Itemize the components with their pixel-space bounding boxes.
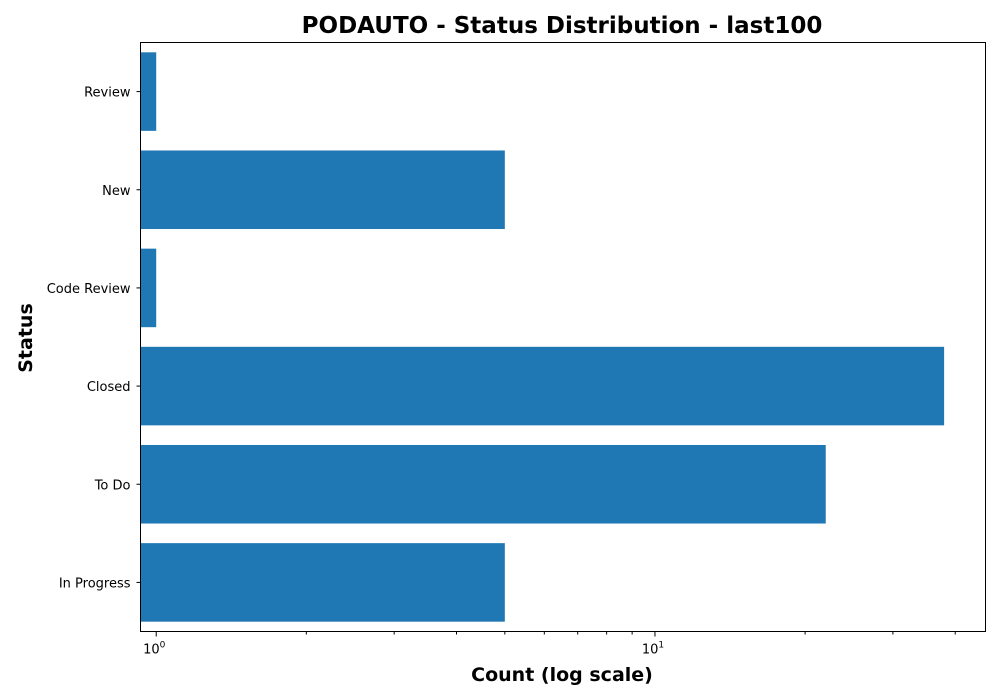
y-tick-label: New — [102, 184, 131, 199]
bar-code-review — [140, 248, 157, 328]
bar-in-progress — [140, 543, 505, 622]
chart-title: PODAUTO - Status Distribution - last100 — [302, 13, 823, 39]
bars-group — [140, 52, 945, 622]
y-tick-label: To Do — [94, 478, 131, 493]
y-tick-label: Closed — [87, 380, 131, 395]
x-axis-ticks: 100 101 — [143, 631, 956, 658]
y-axis-ticks: In Progress To Do Closed Code Review New Revi… — [47, 86, 141, 591]
bar-closed — [140, 346, 945, 426]
bar-to-do — [140, 444, 826, 524]
y-tick-label: In Progress — [59, 576, 131, 591]
y-tick-label: Code Review — [47, 282, 131, 297]
bar-review — [140, 52, 157, 131]
x-tick-label: 100 — [143, 641, 166, 658]
plot-frame — [140, 42, 986, 632]
y-axis-label: Status — [15, 303, 37, 373]
x-tick-label: 101 — [642, 641, 664, 658]
bar-new — [140, 150, 505, 230]
x-axis-label: Count (log scale) — [471, 664, 653, 686]
y-tick-label: Review — [84, 86, 131, 101]
